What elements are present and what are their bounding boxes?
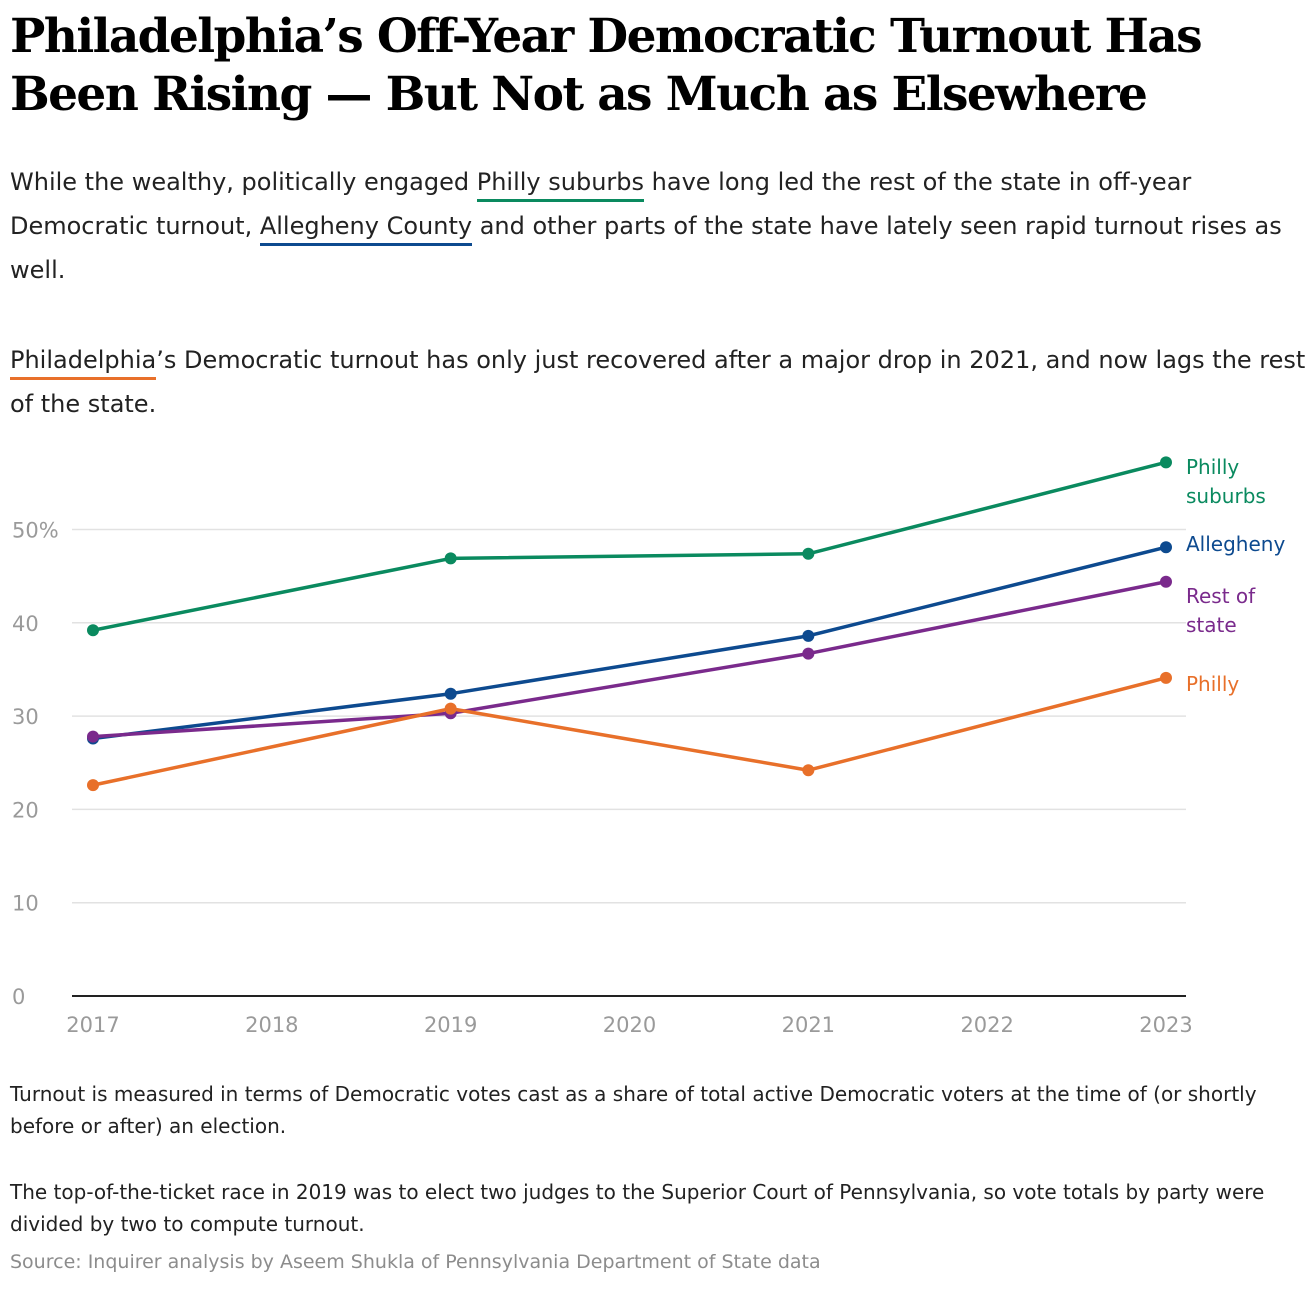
data-point-rest_of_state xyxy=(1160,575,1172,588)
intro-text-3: and other parts of the state have lately… xyxy=(10,212,1282,284)
philly-highlight: Philadelphia xyxy=(10,343,157,380)
series-line-suburbs xyxy=(92,460,1167,632)
gridlines xyxy=(72,528,1186,997)
series-lines xyxy=(92,460,1167,787)
y-tick-label: 20 xyxy=(12,798,39,822)
series-line-allegheny xyxy=(92,545,1167,741)
data-point-suburbs xyxy=(444,552,457,565)
philly-text: ’s Democratic turnout has only just reco… xyxy=(10,346,1306,418)
intro-paragraph: While the wealthy, politically engaged P… xyxy=(10,160,1310,292)
intro-text-1: While the wealthy, politically engaged xyxy=(10,168,477,196)
series-label-suburbs: Philly xyxy=(1186,455,1239,479)
x-tick-label: 2023 xyxy=(1139,1013,1192,1037)
y-axis-ticks: 0 10 20 30 40 50% xyxy=(12,519,59,1010)
data-point-philly xyxy=(802,764,815,777)
data-point-philly xyxy=(1160,671,1172,684)
line-chart: 0 10 20 30 40 50% 2017 2018 2019 2020 2021 2022 202… xyxy=(12,455,1285,1037)
data-point-suburbs xyxy=(1160,456,1172,469)
x-tick-label: 2020 xyxy=(603,1013,656,1037)
y-tick-label: 0 xyxy=(12,985,25,1009)
data-point-suburbs xyxy=(802,547,815,560)
source-credit: Source: Inquirer analysis by Aseem Shukl… xyxy=(10,1251,821,1273)
y-tick-label: 50% xyxy=(12,519,59,543)
x-tick-label: 2021 xyxy=(782,1013,835,1037)
allegheny-highlight: Allegheny County xyxy=(259,209,473,246)
series-points xyxy=(87,456,1172,792)
series-label-rest_of_state: Rest of xyxy=(1186,584,1256,608)
data-point-philly xyxy=(87,779,99,792)
data-point-rest_of_state xyxy=(802,647,815,660)
data-point-rest_of_state xyxy=(87,730,99,743)
series-label-suburbs: suburbs xyxy=(1186,484,1266,508)
series-line-philly xyxy=(92,676,1167,787)
x-tick-label: 2017 xyxy=(66,1013,119,1037)
data-point-allegheny xyxy=(444,687,457,700)
series-labels: Philly suburbs Allegheny Rest of state Philly xyxy=(1186,455,1285,696)
footnote-2019: The top-of-the-ticket race in 2019 was t… xyxy=(10,1180,1265,1236)
series-label-philly: Philly xyxy=(1186,672,1239,696)
data-point-philly xyxy=(444,702,457,715)
x-tick-label: 2022 xyxy=(960,1013,1013,1037)
series-line-rest_of_state xyxy=(92,580,1167,739)
y-tick-label: 40 xyxy=(12,612,39,636)
philly-paragraph: Philadelphia’s Democratic turnout has on… xyxy=(10,338,1310,426)
series-label-rest_of_state: state xyxy=(1186,613,1237,637)
suburbs-highlight: Philly suburbs xyxy=(476,165,645,202)
footnote-turnout: Turnout is measured in terms of Democrat… xyxy=(10,1082,1257,1138)
data-point-allegheny xyxy=(1160,541,1172,554)
y-tick-label: 30 xyxy=(12,705,39,729)
x-axis-ticks: 2017 2018 2019 2020 2021 2022 2023 xyxy=(66,1013,1192,1037)
x-tick-label: 2018 xyxy=(245,1013,298,1037)
data-point-allegheny xyxy=(802,629,815,642)
chart-title: Philadelphia’s Off-Year Democratic Turno… xyxy=(10,9,1203,122)
x-tick-label: 2019 xyxy=(424,1013,477,1037)
intro-text-2: have long led the rest of the state in o… xyxy=(10,168,1192,240)
y-tick-label: 10 xyxy=(12,892,39,916)
series-label-allegheny: Allegheny xyxy=(1186,532,1285,556)
data-point-suburbs xyxy=(87,624,99,637)
